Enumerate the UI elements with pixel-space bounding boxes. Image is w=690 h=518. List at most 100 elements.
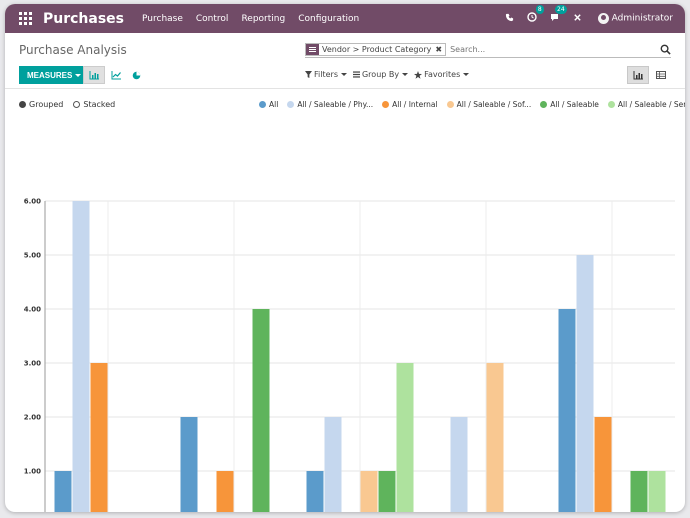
bar-chart-icon (633, 70, 643, 79)
bar-chart-icon (89, 70, 99, 79)
y-tick-label: 3.00 (24, 360, 41, 368)
chart-bar[interactable] (396, 363, 414, 512)
activity-clock-icon[interactable]: 8 (526, 5, 544, 25)
filter-icon (305, 71, 312, 78)
legend-swatch (382, 101, 390, 108)
chart-bar[interactable] (306, 471, 324, 512)
legend-label: All / Internal (392, 100, 438, 109)
group-by-label: Group By (361, 70, 400, 79)
chart-bar[interactable] (72, 201, 90, 512)
top-navbar: Purchases Purchase Control Reporting Con… (5, 4, 685, 33)
favorites-menu[interactable]: Favorites (414, 70, 470, 79)
legend-item[interactable]: All / Saleable / Ser... (607, 100, 685, 109)
chart-bar[interactable] (324, 417, 342, 512)
legend-swatch (540, 101, 548, 108)
favorites-label: Favorites (424, 70, 461, 79)
chart-bar[interactable] (450, 417, 468, 512)
y-tick-label: 2.00 (24, 414, 41, 422)
table-icon (656, 71, 666, 79)
caret-down-icon (463, 73, 470, 76)
chart-bar[interactable] (576, 255, 594, 512)
chart-legend: All All / Saleable / Phy... All / Internal… (259, 100, 685, 109)
chart-bar[interactable] (630, 471, 648, 512)
activity-badge: 8 (535, 5, 544, 14)
search-input[interactable] (450, 44, 651, 54)
bar-mode-toggle: Grouped Stacked (19, 100, 125, 109)
app-brand[interactable]: Purchases (43, 10, 125, 27)
legend-swatch (287, 101, 295, 108)
chart-bar[interactable] (594, 417, 612, 512)
legend-item[interactable]: All / Saleable (540, 100, 599, 109)
grouped-label: Grouped (29, 100, 64, 109)
line-chart-mode-button[interactable] (105, 66, 127, 84)
search-panel-menus: Filters Group By Favorites (305, 70, 475, 79)
menu-reporting[interactable]: Reporting (241, 13, 286, 24)
chart-bar[interactable] (54, 471, 72, 512)
chart-bar[interactable] (648, 471, 666, 512)
chart-bar[interactable] (486, 363, 504, 512)
user-menu[interactable]: Administrator (597, 12, 673, 25)
chart-bar[interactable] (180, 417, 198, 512)
breadcrumb: Purchase Analysis (19, 43, 127, 57)
search-icon[interactable] (660, 44, 671, 55)
stacked-label: Stacked (83, 100, 116, 109)
chart-bar[interactable] (90, 363, 108, 512)
legend-label: All / Saleable / Ser... (617, 100, 685, 109)
caret-down-icon (75, 73, 82, 77)
grouped-radio[interactable]: Grouped (19, 100, 63, 109)
legend-item[interactable]: All / Saleable / Phy... (287, 100, 373, 109)
chart-bar[interactable] (558, 309, 576, 512)
bar-chart-mode-button[interactable] (83, 66, 105, 84)
menu-control[interactable]: Control (195, 13, 229, 24)
phone-icon[interactable] (505, 13, 514, 25)
search-facet: Vendor > Product Category ✖ (305, 42, 447, 56)
facet-remove-icon[interactable]: ✖ (435, 44, 443, 54)
legend-item[interactable]: All / Internal (382, 100, 438, 109)
y-tick-label: 5.00 (24, 252, 41, 260)
y-tick-label: 1.00 (24, 468, 41, 476)
caret-down-icon (402, 73, 409, 76)
legend-item[interactable]: All (259, 100, 278, 109)
chart-bar[interactable] (360, 471, 378, 512)
legend-label: All / Saleable / Phy... (297, 100, 374, 109)
radio-unchecked-icon (73, 101, 81, 108)
messages-badge: 24 (555, 5, 567, 14)
group-by-menu[interactable]: Group By (352, 70, 409, 79)
group-by-icon (352, 71, 360, 78)
app-window: Purchases Purchase Control Reporting Con… (5, 4, 685, 512)
menu-purchase[interactable]: Purchase (142, 13, 183, 24)
chart-bar[interactable] (252, 309, 270, 512)
messages-icon[interactable]: 24 (550, 5, 567, 25)
debug-tools-icon[interactable] (573, 13, 582, 25)
y-tick-label: 6.00 (24, 198, 41, 206)
apps-menu-icon[interactable] (19, 11, 33, 26)
chart-bar[interactable] (378, 471, 396, 512)
menu-configuration[interactable]: Configuration (298, 13, 360, 24)
group-by-facet-icon (306, 43, 319, 55)
y-tick-label: 4.00 (24, 306, 41, 314)
legend-swatch (259, 101, 266, 108)
stacked-radio[interactable]: Stacked (73, 100, 115, 109)
chart-bar[interactable] (216, 471, 234, 512)
search-bar: Vendor > Product Category ✖ (305, 41, 671, 58)
line-chart-icon (111, 70, 121, 79)
legend-label: All (269, 100, 279, 109)
navbar-systray: 8 24 Administrator (492, 4, 673, 33)
graph-view: Grouped Stacked All All / Saleable / Phy.… (5, 89, 685, 512)
star-icon (414, 70, 423, 79)
user-name: Administrator (611, 13, 673, 24)
filters-menu[interactable]: Filters (305, 70, 347, 79)
pivot-view-button[interactable] (650, 66, 672, 84)
bar-chart: 0.001.002.003.004.005.006.00ASUSTeKASUST… (24, 198, 675, 512)
radio-checked-icon (19, 101, 26, 108)
filters-label: Filters (314, 70, 338, 79)
pie-chart-mode-button[interactable] (125, 66, 147, 84)
graph-view-button[interactable] (627, 66, 649, 84)
pie-chart-icon (132, 71, 140, 79)
legend-swatch (607, 101, 615, 108)
facet-label: Vendor > Product Category (322, 44, 432, 54)
control-panel: Purchase Analysis Vendor > Product Categ… (5, 33, 685, 89)
legend-item[interactable]: All / Saleable / Sof... (446, 100, 531, 109)
measures-button[interactable]: MEASURES (19, 66, 90, 84)
avatar (597, 12, 609, 24)
